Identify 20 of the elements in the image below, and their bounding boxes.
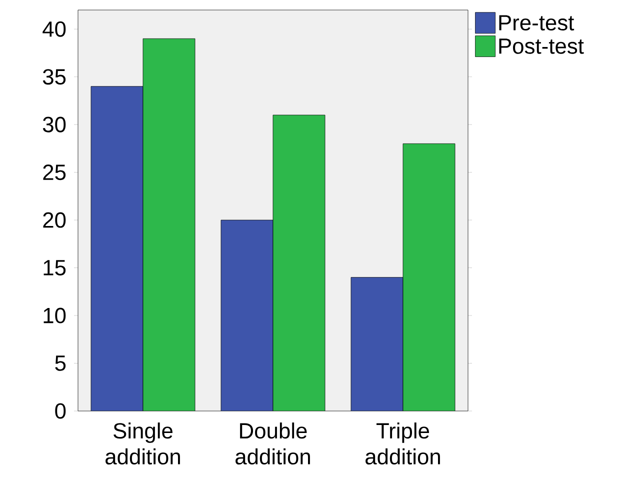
bar [143, 38, 195, 411]
legend-label: Pre-test [499, 15, 574, 31]
bar [91, 86, 143, 411]
y-tick-label: 30 [42, 116, 66, 132]
x-tick-label: Triple addition [366, 422, 440, 465]
y-tick-label: 25 [43, 164, 66, 180]
y-tick-label: 10 [44, 308, 66, 324]
y-tick-label: 15 [44, 260, 66, 276]
bar [273, 115, 326, 411]
y-tick-label: 20 [43, 212, 66, 228]
bar [350, 277, 404, 411]
y-tick-label: 35 [42, 69, 66, 85]
y-tick-label: 0 [55, 403, 66, 419]
x-tick-label: Single addition [106, 422, 180, 465]
legend-label: Post-test [499, 38, 584, 54]
y-tick-label: 5 [55, 356, 66, 371]
bar [402, 143, 456, 411]
bar [221, 220, 273, 411]
y-tick-label: 40 [42, 21, 66, 37]
x-tick-label: Double addition [236, 422, 310, 465]
